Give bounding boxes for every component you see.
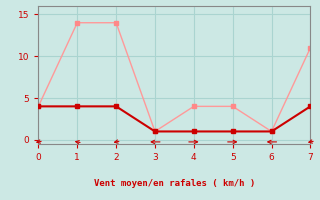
X-axis label: Vent moyen/en rafales ( km/h ): Vent moyen/en rafales ( km/h ) [94, 179, 255, 188]
